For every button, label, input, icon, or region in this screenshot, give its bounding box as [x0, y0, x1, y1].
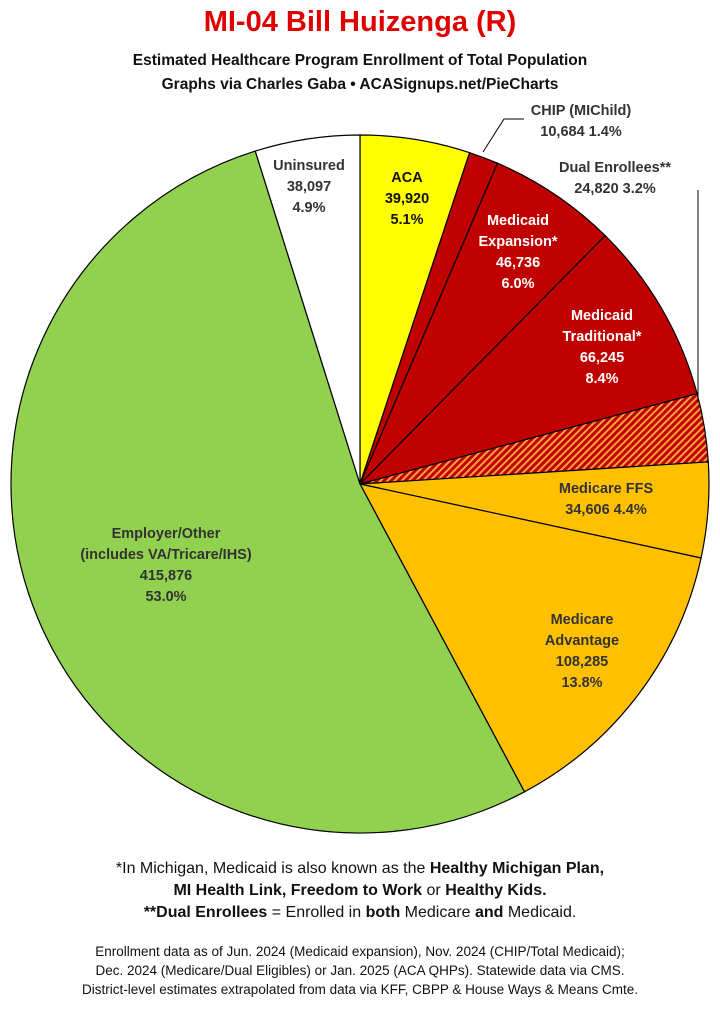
footnote-dual-enrollees: **Dual Enrollees = Enrolled in both Medi…	[0, 902, 720, 924]
footnote-text: or	[422, 882, 446, 899]
chart-title: MI-04 Bill Huizenga (R)	[203, 6, 517, 38]
footnote-medicaid-names: *In Michigan, Medicaid is also known as …	[0, 858, 720, 880]
footnote-emphasis: Freedom to Work	[290, 882, 423, 899]
slice-label-medicare-ffs: Medicare FFS 34,606 4.4%	[559, 481, 654, 518]
footnote-emphasis: and	[474, 904, 504, 921]
footnote-emphasis: **Dual Enrollees	[143, 904, 268, 921]
pie-slice-employer-other	[10, 150, 526, 834]
pie-slice-medicaid-traditional	[358, 234, 698, 486]
source-note-line1: Enrollment data as of Jun. 2024 (Medicai…	[95, 944, 625, 959]
slice-label-medicaid-expansion: Medicaid Expansion* 46,736 6.0%	[479, 213, 558, 292]
leader-line-chip	[482, 118, 524, 153]
footnote-text: *In Michigan, Medicaid is also known as …	[115, 860, 430, 877]
footnote-medicaid-programs: MI Health Link, Freedom to Work or Healt…	[0, 880, 720, 902]
chart-subtitle: Estimated Healthcare Program Enrollment …	[132, 52, 588, 69]
footnote-emphasis: Healthy Kids.	[445, 882, 547, 899]
source-note-line3: District-level estimates extrapolated fr…	[82, 982, 638, 997]
slice-label-employer-other: Employer/Other (includes VA/Tricare/IHS) 4…	[80, 526, 252, 605]
footnote-emphasis: both	[365, 904, 401, 921]
pie-chart: ACA 39,920 5.1% CHIP (MIChild) 10,684 1.4% Me…	[10, 103, 710, 834]
slice-label-medicaid-traditional: Medicaid Traditional* 66,245 8.4%	[563, 308, 642, 387]
pie-slice-uninsured	[254, 134, 361, 485]
footnote-text: Medicaid.	[503, 904, 577, 921]
slice-label-chip: CHIP (MIChild) 10,684 1.4%	[531, 103, 632, 140]
footnote-text: Medicare	[400, 904, 475, 921]
footnote-emphasis: MI Health Link	[173, 882, 282, 899]
slice-label-uninsured: Uninsured 38,097 4.9%	[273, 158, 345, 216]
pie-slice-medicare-advantage	[358, 483, 702, 793]
footnote-text: = Enrolled in	[267, 904, 366, 921]
pie-slice-medicaid-expansion	[359, 162, 607, 485]
footnote-emphasis: Healthy Michigan Plan,	[429, 860, 605, 877]
footnote-emphasis: ,	[281, 882, 291, 899]
slice-label-dual-enrollees: Dual Enrollees** 24,820 3.2%	[559, 160, 671, 197]
slice-label-medicare-advantage: Medicare Advantage 108,285 13.8%	[545, 612, 619, 691]
slice-label-aca: ACA 39,920 5.1%	[385, 170, 429, 228]
source-note-line2: Dec. 2024 (Medicare/Dual Eligibles) or J…	[95, 963, 625, 978]
chart-credit: Graphs via Charles Gaba • ACASignups.net…	[161, 76, 559, 93]
